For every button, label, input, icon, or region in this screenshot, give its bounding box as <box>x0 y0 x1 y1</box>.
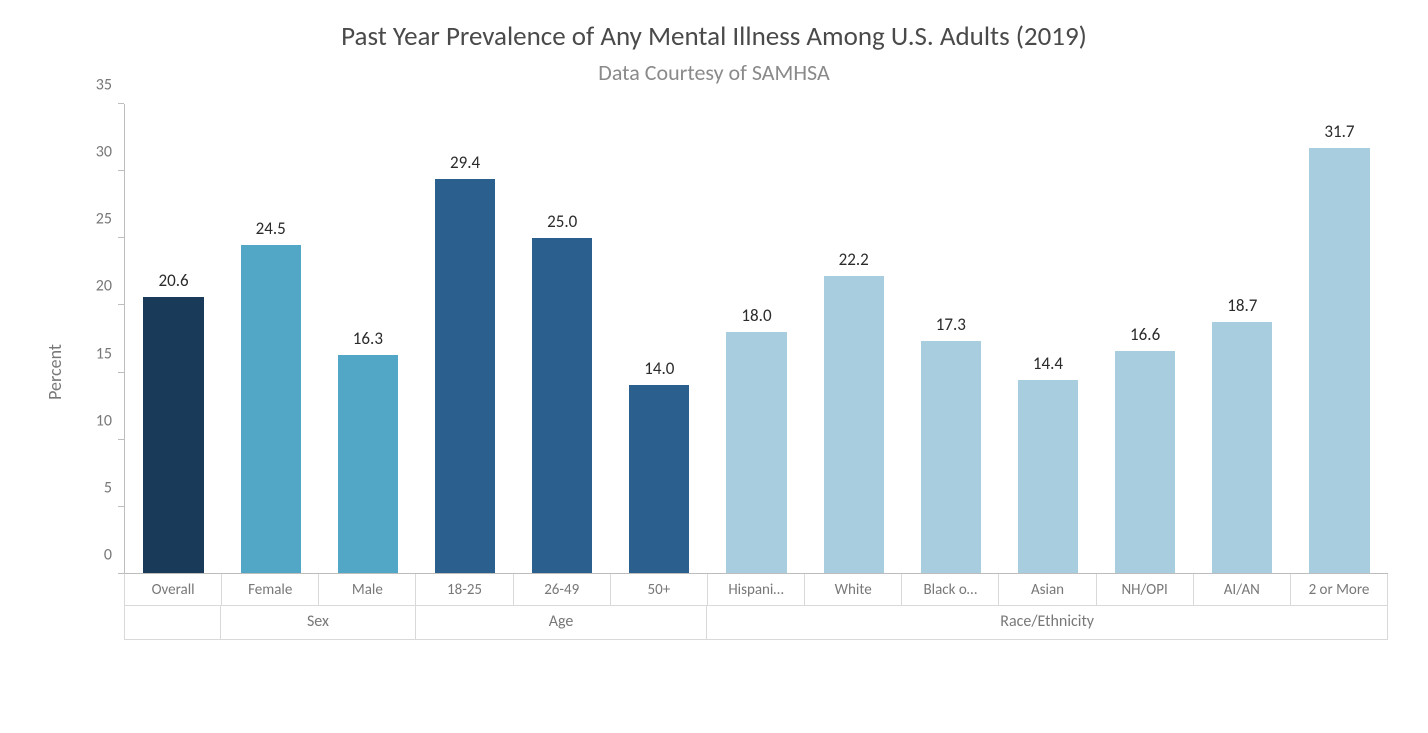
bar: 14.0 <box>629 385 689 573</box>
x-category-label: 2 or More <box>1291 574 1388 606</box>
chart-subtitle: Data Courtesy of SAMHSA <box>40 59 1388 86</box>
bar-slot: 29.4 <box>416 104 513 573</box>
bar-value-label: 14.0 <box>644 358 674 379</box>
bar-slot: 16.3 <box>319 104 416 573</box>
bar: 22.2 <box>824 276 884 573</box>
bar-value-label: 29.4 <box>450 152 480 173</box>
x-category-label: 50+ <box>611 574 708 606</box>
x-axis-groups: SexAgeRace/Ethnicity <box>124 606 1388 640</box>
bar-value-label: 25.0 <box>547 211 577 232</box>
axis-spacer <box>70 574 124 606</box>
x-group-label: Sex <box>221 606 415 640</box>
plot-and-axes: 05101520253035 20.624.516.329.425.014.01… <box>70 104 1388 640</box>
y-tick-label: 30 <box>96 143 112 162</box>
bar-value-label: 31.7 <box>1324 121 1354 142</box>
bar-slot: 14.0 <box>611 104 708 573</box>
x-category-label: Black o… <box>902 574 999 606</box>
y-axis-label-wrap: Percent <box>40 104 70 640</box>
chart-container: Past Year Prevalence of Any Mental Illne… <box>40 20 1388 640</box>
x-group-label: Age <box>416 606 708 640</box>
y-tick-label: 25 <box>96 210 112 229</box>
bar: 24.5 <box>241 245 301 573</box>
bar-slot: 31.7 <box>1291 104 1388 573</box>
y-axis-label: Percent <box>44 344 66 400</box>
y-tick-label: 0 <box>104 546 112 565</box>
bar-slot: 16.6 <box>1097 104 1194 573</box>
bar: 14.4 <box>1018 380 1078 573</box>
plot-area: 20.6 24.5 16.3 29.4 25.0 14.0 18.0 22.2 17.3 14.4… <box>124 104 1388 574</box>
axis-spacer <box>70 606 124 640</box>
plot-row: 05101520253035 20.624.516.329.425.014.01… <box>70 104 1388 574</box>
bar: 31.7 <box>1309 148 1369 573</box>
x-axis-group-row: SexAgeRace/Ethnicity <box>70 606 1388 640</box>
bar-slot: 18.7 <box>1194 104 1291 573</box>
x-category-label: White <box>805 574 902 606</box>
bar: 18.7 <box>1212 322 1272 573</box>
x-group-label <box>124 606 221 640</box>
bar-value-label: 16.3 <box>353 328 383 349</box>
bar-slot: 20.6 <box>125 104 222 573</box>
x-category-label: Hispani… <box>708 574 805 606</box>
bar-value-label: 22.2 <box>839 249 869 270</box>
bar: 25.0 <box>532 238 592 573</box>
x-category-label: Overall <box>124 574 222 606</box>
bar-value-label: 17.3 <box>936 314 966 335</box>
bar-slot: 25.0 <box>514 104 611 573</box>
bar: 29.4 <box>435 179 495 573</box>
bar-value-label: 18.0 <box>741 305 771 326</box>
x-category-label: 18-25 <box>416 574 513 606</box>
plot-wrap: Percent 05101520253035 20.624.516.329.42… <box>40 104 1388 640</box>
x-category-label: Male <box>319 574 416 606</box>
y-tick-label: 5 <box>104 478 112 497</box>
x-category-label: 26-49 <box>514 574 611 606</box>
y-tick-label: 20 <box>96 277 112 296</box>
bar: 16.3 <box>338 355 398 573</box>
bar-value-label: 18.7 <box>1227 295 1257 316</box>
bar-slot: 24.5 <box>222 104 319 573</box>
bar-slot: 18.0 <box>708 104 805 573</box>
bar-value-label: 14.4 <box>1033 353 1063 374</box>
y-tick-label: 10 <box>96 411 112 430</box>
bar-slot: 22.2 <box>805 104 902 573</box>
x-category-label: NH/OPI <box>1097 574 1194 606</box>
bar-slot: 14.4 <box>999 104 1096 573</box>
bar: 17.3 <box>921 341 981 573</box>
x-category-label: AI/AN <box>1194 574 1291 606</box>
y-tick-label: 15 <box>96 344 112 363</box>
x-axis-categories: OverallFemaleMale18-2526-4950+Hispani…Wh… <box>124 574 1388 606</box>
x-category-label: Female <box>222 574 319 606</box>
bar: 20.6 <box>143 297 203 573</box>
x-category-label: Asian <box>999 574 1096 606</box>
bar-value-label: 16.6 <box>1130 324 1160 345</box>
bar-value-label: 24.5 <box>256 218 286 239</box>
chart-title: Past Year Prevalence of Any Mental Illne… <box>40 20 1388 53</box>
y-axis: 05101520253035 <box>70 104 124 574</box>
bar-value-label: 20.6 <box>158 270 188 291</box>
bar: 18.0 <box>726 332 786 573</box>
bar: 16.6 <box>1115 351 1175 573</box>
bar-slot: 17.3 <box>902 104 999 573</box>
x-group-label: Race/Ethnicity <box>707 606 1388 640</box>
y-tick-label: 35 <box>96 76 112 95</box>
x-axis-category-row: OverallFemaleMale18-2526-4950+Hispani…Wh… <box>70 574 1388 606</box>
